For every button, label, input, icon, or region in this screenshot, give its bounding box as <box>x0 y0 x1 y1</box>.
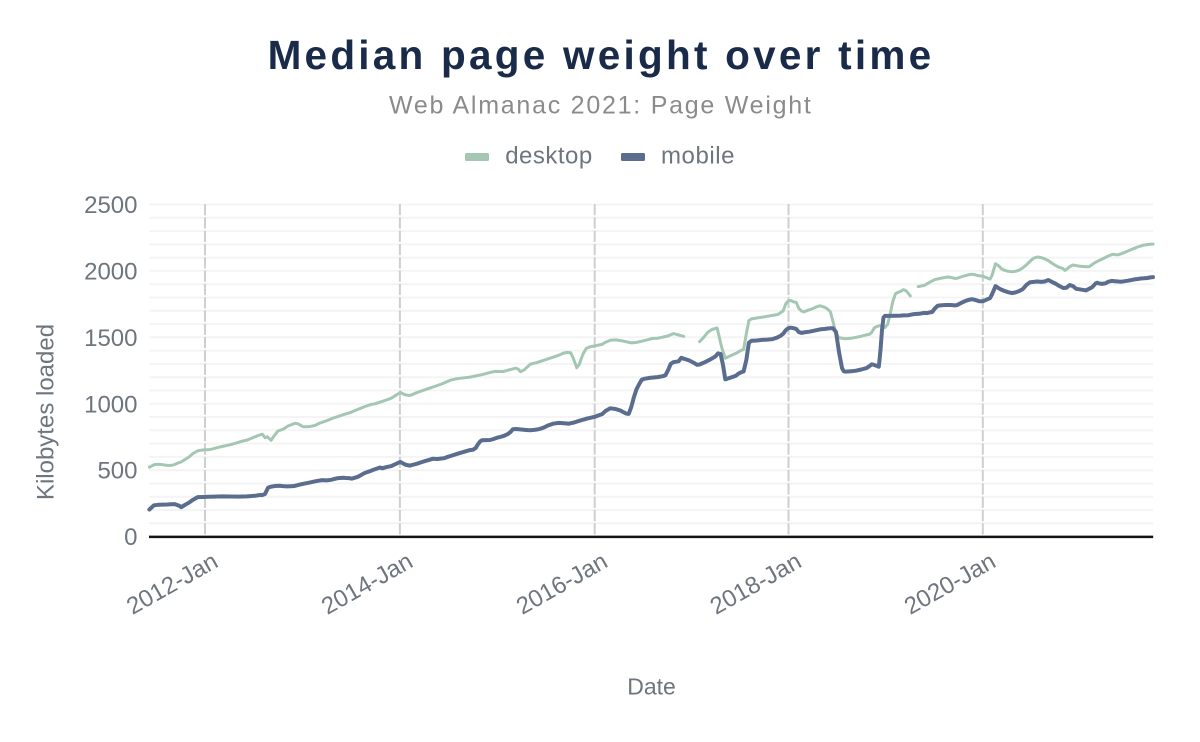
svg-text:0: 0 <box>124 524 137 551</box>
svg-text:Kilobytes loaded: Kilobytes loaded <box>32 324 59 500</box>
svg-text:Web Almanac 2021: Page Weight: Web Almanac 2021: Page Weight <box>389 91 813 119</box>
svg-text:2500: 2500 <box>84 192 137 219</box>
svg-text:1000: 1000 <box>84 391 137 418</box>
svg-text:500: 500 <box>97 458 137 485</box>
svg-text:2000: 2000 <box>84 258 137 285</box>
svg-text:mobile: mobile <box>661 142 735 169</box>
svg-text:1500: 1500 <box>84 325 137 352</box>
svg-text:Date: Date <box>627 674 676 700</box>
svg-text:Median page weight over time: Median page weight over time <box>268 32 935 78</box>
svg-text:desktop: desktop <box>505 142 593 169</box>
